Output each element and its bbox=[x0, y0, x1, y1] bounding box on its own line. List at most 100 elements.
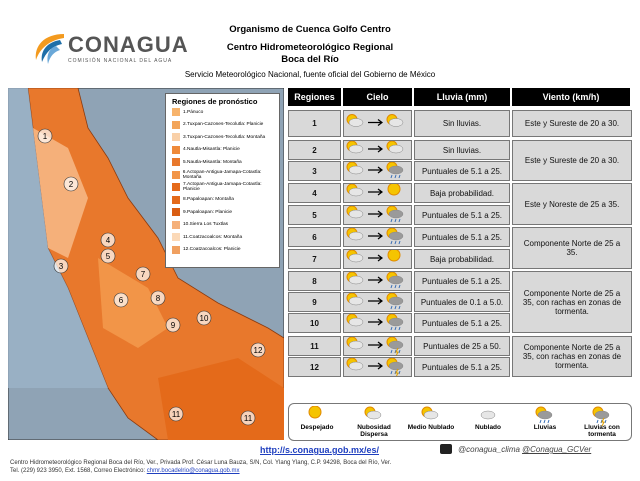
column-header: Viento (km/h) bbox=[512, 88, 630, 106]
legend-swatch bbox=[172, 133, 180, 142]
rain bbox=[390, 218, 401, 223]
rain-cell: Puntuales de 5.1 a 25. bbox=[414, 271, 510, 291]
region-marker bbox=[240, 410, 256, 426]
region-label: 5 bbox=[106, 252, 111, 261]
weather-icon bbox=[386, 336, 404, 357]
legend-swatch bbox=[172, 195, 180, 204]
weather-icon bbox=[386, 313, 404, 331]
region-label: 10 bbox=[200, 314, 209, 323]
legend-label: 2.Tuxpan-Cazones-Tecolutla: Planicie bbox=[183, 122, 264, 128]
legend-swatch bbox=[172, 220, 180, 229]
legend-label: 8.Papaloapan: Montaña bbox=[183, 197, 234, 203]
region-marker bbox=[100, 248, 116, 264]
weather-icon bbox=[386, 292, 404, 310]
region-marker bbox=[53, 258, 69, 274]
weather-icon bbox=[421, 406, 439, 420]
cloud bbox=[388, 296, 404, 306]
cloud bbox=[388, 209, 404, 219]
sky-cell bbox=[343, 313, 412, 333]
wind-cell: Componente Norte de 25 a 35, con rachas … bbox=[512, 336, 632, 377]
rain bbox=[390, 349, 401, 354]
email[interactable]: chmr.bocadelrio@conagua.gob.mx bbox=[146, 468, 240, 474]
weather-icon bbox=[346, 357, 364, 371]
column-header: Regiones bbox=[288, 88, 341, 106]
legend-icon bbox=[480, 410, 496, 420]
wind-cell: Componente Norte de 25 a 35. bbox=[512, 227, 632, 269]
region-marker bbox=[113, 292, 129, 308]
sky-cell bbox=[343, 292, 412, 312]
legend-label: 12.Coatzacoalcos: Planicie bbox=[183, 247, 241, 253]
cloud bbox=[388, 118, 404, 127]
rain-cell: Puntuales de 5.1 a 25. bbox=[414, 357, 510, 377]
weather-icon bbox=[346, 292, 364, 306]
twitter-1[interactable]: @conagua_clima bbox=[458, 445, 520, 454]
weather-icon bbox=[535, 406, 553, 424]
region-marker bbox=[168, 406, 184, 422]
weather-icon bbox=[346, 249, 364, 263]
sun bbox=[308, 406, 322, 419]
weather-icon bbox=[346, 183, 364, 197]
map-legend-item: 12.Coatzacoalcos: Planicie bbox=[166, 244, 279, 257]
sky-icons bbox=[346, 205, 404, 223]
weather-icon bbox=[592, 406, 610, 426]
weather-icon bbox=[386, 227, 404, 245]
legend-label: 6.Actopan-Antigua-Jamapa-Cotaxtla: Monta… bbox=[182, 169, 262, 180]
legend-label: 9.Papaloapan: Planicie bbox=[183, 209, 233, 215]
arrow bbox=[368, 145, 383, 153]
bolt bbox=[395, 368, 399, 378]
rain-cell: Sin lluvias. bbox=[414, 140, 510, 160]
sky-cell bbox=[343, 140, 412, 160]
sky-icons bbox=[346, 248, 401, 263]
weather-icon bbox=[387, 248, 401, 262]
arrow bbox=[368, 254, 383, 262]
weather-icon bbox=[386, 357, 404, 378]
rain-cell: Puntuales de 5.1 a 25. bbox=[414, 227, 510, 247]
cloud bbox=[388, 275, 404, 285]
region-cell: 10 bbox=[288, 313, 341, 333]
legend-swatch bbox=[172, 183, 180, 192]
weather-icon bbox=[346, 161, 364, 175]
legend-swatch bbox=[172, 158, 180, 167]
sky-legend-label: Medio Nublado bbox=[407, 424, 455, 431]
cloud bbox=[480, 410, 496, 420]
bolt bbox=[601, 417, 605, 426]
cloud bbox=[388, 361, 404, 371]
sun bbox=[387, 182, 401, 196]
legend-icon bbox=[535, 406, 553, 424]
rain-cell: Puntuales de 5.1 a 25. bbox=[414, 313, 510, 333]
sky-cell bbox=[343, 336, 412, 357]
arrow bbox=[368, 276, 383, 284]
map-legend-item: 6.Actopan-Antigua-Jamapa-Cotaxtla: Monta… bbox=[166, 169, 279, 182]
legend-swatch bbox=[172, 108, 180, 117]
legend-swatch bbox=[172, 170, 180, 179]
cloud bbox=[348, 296, 364, 306]
legend-swatch bbox=[172, 145, 180, 154]
sky-cell bbox=[343, 271, 412, 291]
column-header: Lluvia (mm) bbox=[414, 88, 510, 106]
sky-icons bbox=[346, 140, 404, 154]
url[interactable]: http://s.conagua.gob.mx/es/ bbox=[260, 445, 380, 455]
weather-icon bbox=[386, 140, 404, 154]
arrow bbox=[368, 362, 383, 370]
region-label: 6 bbox=[119, 296, 124, 305]
legend-icon bbox=[364, 406, 382, 420]
cloud bbox=[348, 209, 364, 219]
rain-cell: Puntuales de 5.1 a 25. bbox=[414, 161, 510, 181]
column-header: Cielo bbox=[343, 88, 412, 106]
cloud bbox=[537, 410, 553, 420]
region-cell: 3 bbox=[288, 161, 341, 181]
legend-label: 3.Tuxpan-Cazones-Tecolutla: Montaña bbox=[183, 134, 266, 140]
map-legend-item: 3.Tuxpan-Cazones-Tecolutla: Montaña bbox=[166, 131, 279, 144]
twitter-2[interactable]: @Conagua_GCVer bbox=[522, 445, 592, 454]
map-legend-item: 8.Papaloapan: Montaña bbox=[166, 194, 279, 207]
rain-cell: Puntuales de 5.1 a 25. bbox=[414, 205, 510, 225]
cloud bbox=[348, 317, 364, 327]
cloud bbox=[348, 275, 364, 285]
region-marker bbox=[37, 128, 53, 144]
legend-swatch bbox=[172, 233, 180, 242]
rain-cell: Puntuales de 0.1 a 5.0. bbox=[414, 292, 510, 312]
cloud bbox=[348, 118, 364, 127]
rain bbox=[596, 419, 607, 424]
legend-label: 1.Pánuco bbox=[183, 109, 204, 115]
region-label: 8 bbox=[156, 294, 161, 303]
